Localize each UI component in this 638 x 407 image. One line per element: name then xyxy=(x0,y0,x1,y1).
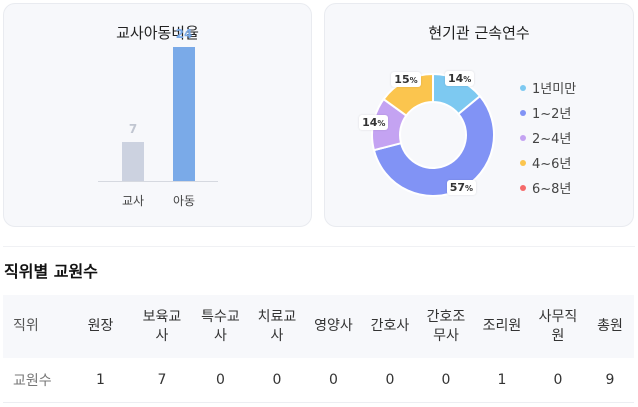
legend-dot-icon xyxy=(520,84,526,91)
legend-label: 4~6년 xyxy=(532,157,572,172)
slice-percent-label: 14% xyxy=(444,70,475,86)
tenure-card-title: 현기관 근속연수 xyxy=(428,24,530,42)
bar-category-label: 교사 xyxy=(121,194,145,208)
legend-item: 6~8년 xyxy=(520,175,576,200)
column-header: 조리원 xyxy=(474,295,530,358)
bar xyxy=(122,141,144,181)
table-cell: 9 xyxy=(605,371,615,388)
table-cell: 0 xyxy=(272,371,282,388)
bar-value-label: 24 xyxy=(175,27,193,41)
column-header: 간호조무사 xyxy=(418,295,474,358)
bar xyxy=(173,47,195,181)
slice-percent-label: 14% xyxy=(359,114,389,130)
legend-label: 1년미만 xyxy=(532,82,577,97)
legend-item: 1년미만 xyxy=(520,75,576,100)
column-header: 치료교사 xyxy=(249,295,305,358)
column-header: 특수교사 xyxy=(192,295,249,358)
slice-percent-unit: % xyxy=(463,74,472,84)
slice-percent-value: 14 xyxy=(447,71,464,85)
slice-percent-label: 15% xyxy=(391,71,421,87)
slice-percent-unit: % xyxy=(377,118,386,128)
column-header: 사무직원 xyxy=(530,295,586,358)
section-divider xyxy=(3,246,635,247)
legend-item: 2~4년 xyxy=(520,125,576,150)
table-row: 교원수 1 7 0 0 0 0 0 1 0 9 xyxy=(3,358,634,402)
row-label: 교원수 xyxy=(13,372,52,389)
legend-label: 1~2년 xyxy=(532,107,572,122)
donut-slice xyxy=(382,72,434,117)
table-cell: 0 xyxy=(385,371,395,388)
legend-dot-icon xyxy=(520,134,526,141)
slice-percent-value: 14 xyxy=(362,115,378,129)
slice-percent-value: 57 xyxy=(449,181,465,195)
column-header: 간호사 xyxy=(362,295,418,358)
column-header: 영양사 xyxy=(305,295,362,358)
table-cell: 7 xyxy=(157,371,167,388)
slice-percent-label: 57% xyxy=(446,180,477,196)
legend-label: 2~4년 xyxy=(532,132,572,147)
legend-item: 1~2년 xyxy=(520,100,576,125)
slice-percent-unit: % xyxy=(409,75,418,85)
legend-dot-icon xyxy=(520,184,526,191)
staff-section-title: 직위별 교원수 xyxy=(4,262,98,281)
staff-table: 직위 원장 보육교사 특수교사 치료교사 영양사 간호사 간호조무사 조리원 사무직원 총원 교원… xyxy=(3,295,634,403)
bar-category-label: 아동 xyxy=(172,194,196,208)
header-label: 직위 xyxy=(3,295,69,358)
column-header: 보육교사 xyxy=(132,295,192,358)
tenure-donut-chart xyxy=(371,72,495,197)
table-cell: 0 xyxy=(441,371,451,388)
slice-percent-value: 15 xyxy=(394,72,410,86)
table-cell: 1 xyxy=(96,371,105,388)
bar-axis-line xyxy=(98,181,218,182)
table-cell: 0 xyxy=(329,371,338,388)
tenure-legend: 1년미만 1~2년 2~4년 4~6년 6~8년 xyxy=(520,75,576,200)
slice-percent-unit: % xyxy=(465,184,474,194)
legend-dot-icon xyxy=(520,159,526,166)
staff-table-header: 직위 원장 보육교사 특수교사 치료교사 영양사 간호사 간호조무사 조리원 사무직원 총원 xyxy=(3,295,634,358)
table-cell: 0 xyxy=(216,371,225,388)
column-header: 원장 xyxy=(69,295,132,358)
bar-value-label: 7 xyxy=(128,121,138,136)
ratio-card: 교사아동비율 xyxy=(3,3,312,227)
legend-label: 6~8년 xyxy=(532,182,572,197)
ratio-card-title: 교사아동비율 xyxy=(116,24,199,42)
table-cell: 1 xyxy=(497,371,507,388)
column-header: 총원 xyxy=(586,295,634,358)
legend-dot-icon xyxy=(520,109,526,116)
donut-slice xyxy=(372,94,495,197)
table-cell: 0 xyxy=(553,371,563,388)
legend-item: 4~6년 xyxy=(520,150,576,175)
